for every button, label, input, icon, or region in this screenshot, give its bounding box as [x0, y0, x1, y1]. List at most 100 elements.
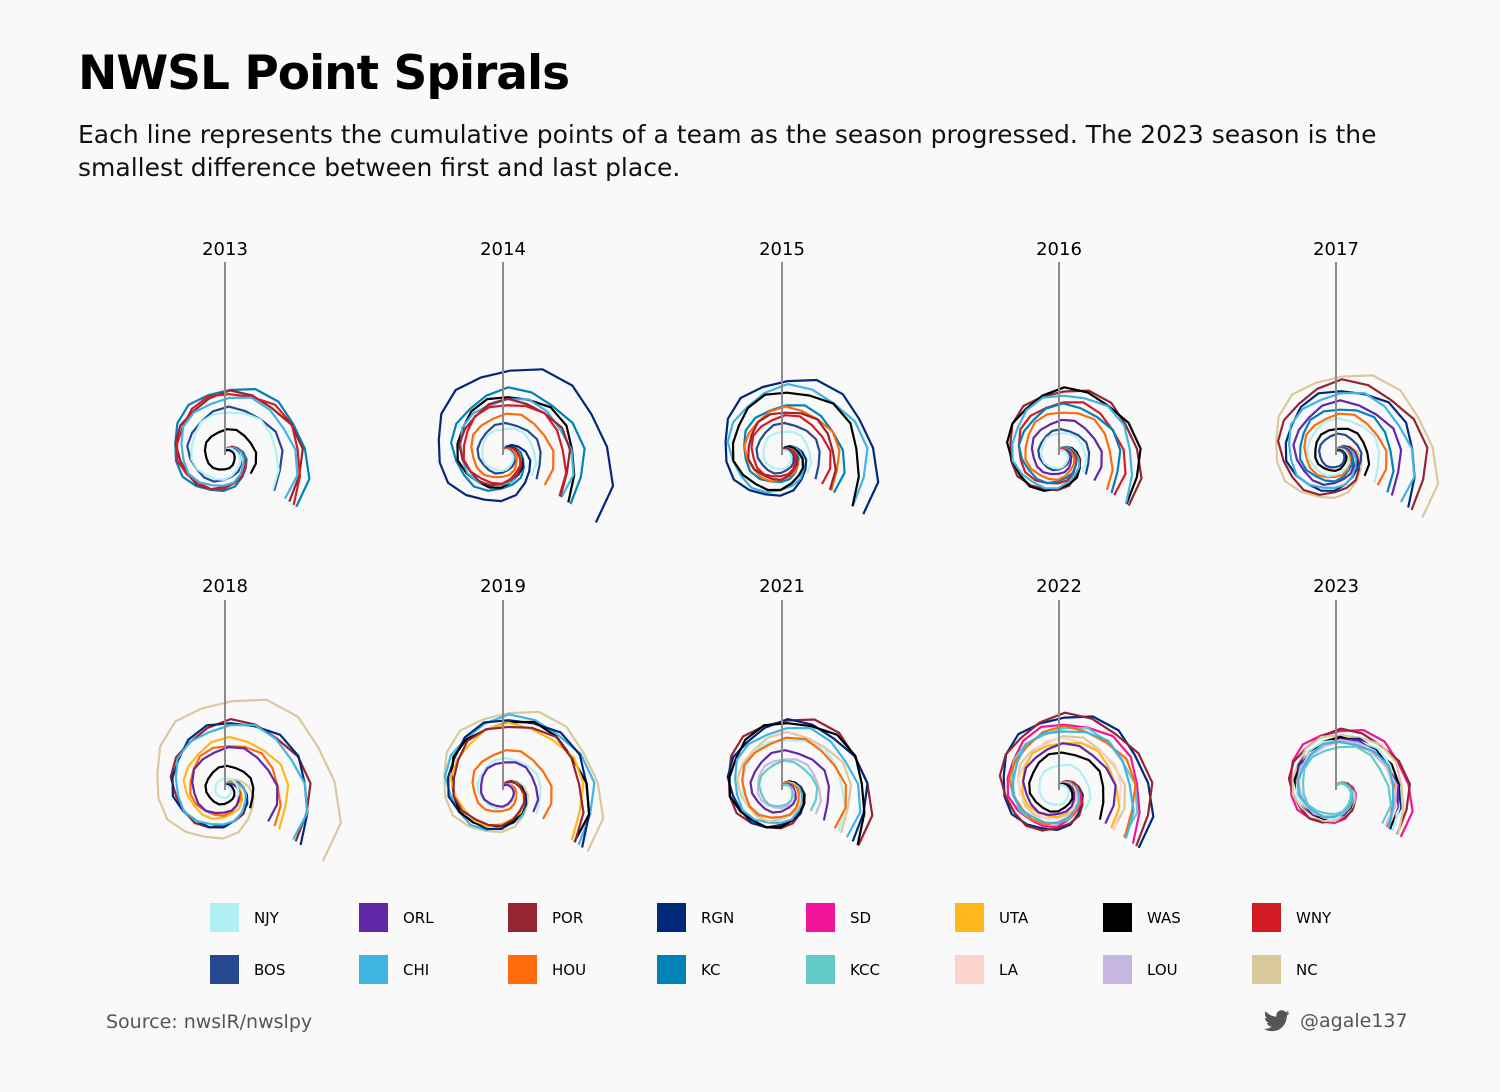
panel-title: 2018: [202, 576, 248, 597]
series-2019-ORL: [480, 761, 540, 813]
series-2019-NC: [443, 710, 605, 852]
panel-2016: 2016: [1006, 239, 1143, 507]
legend-swatch-NJY: [210, 903, 239, 932]
legend-swatch-RGN: [657, 903, 686, 932]
series-2018-UTA: [182, 735, 290, 830]
series-2013-CHI: [180, 396, 299, 500]
series-2021-CHI: [734, 727, 862, 838]
panel-2015: 2015: [724, 239, 880, 515]
legend-label-LA: LA: [999, 961, 1019, 979]
series-2022-POR: [998, 711, 1154, 847]
series-2014-RGN: [437, 368, 615, 523]
series-2021-KCC: [758, 759, 819, 812]
credit: @agale137: [1264, 1010, 1408, 1032]
series-2017-NC: [1275, 374, 1440, 519]
chart-title: NWSL Point Spirals: [78, 46, 570, 101]
series-2013-WAS: [203, 428, 258, 475]
series-2017-HOU: [1303, 412, 1388, 486]
legend-swatch-SD: [806, 903, 835, 932]
legend-swatch-HOU: [508, 955, 537, 984]
legend-swatch-WNY: [1252, 903, 1281, 932]
series-2016-ORL: [1030, 418, 1103, 482]
legend-swatch-KC: [657, 955, 686, 984]
panel-2021: 2021: [726, 576, 874, 846]
legend-label-LOU: LOU: [1147, 961, 1178, 979]
series-2017-WAS: [1314, 427, 1371, 477]
twitter-bird-icon: [1264, 1010, 1290, 1032]
legend-swatch-CHI: [359, 955, 388, 984]
panel-2022: 2022: [998, 576, 1155, 849]
series-2015-NJY: [762, 430, 813, 474]
series-2014-WNY: [462, 404, 568, 497]
panel-2017: 2017: [1275, 239, 1440, 519]
legend-label-POR: POR: [552, 909, 583, 927]
legend-swatch-KCC: [806, 955, 835, 984]
panel-2018: 2018: [156, 576, 342, 862]
legend-swatch-ORL: [359, 903, 388, 932]
legend-swatch-LA: [955, 955, 984, 984]
legend-label-CHI: CHI: [403, 961, 429, 979]
chart-subtitle: Each line represents the cumulative poin…: [78, 120, 1377, 182]
panel-title: 2016: [1036, 239, 1082, 260]
legend-swatch-LOU: [1103, 955, 1132, 984]
series-2015-WAS: [731, 391, 860, 507]
series-2021-ORL: [749, 749, 830, 821]
panel-title: 2021: [759, 576, 805, 597]
panel-2023: 2023: [1287, 576, 1414, 838]
series-2022-NJY: [1038, 763, 1092, 810]
series-2015-BOS: [755, 421, 821, 480]
series-2019-HOU: [471, 749, 553, 820]
series-2015-KC: [743, 404, 846, 494]
series-2022-WAS: [1028, 751, 1105, 820]
series-2013-BOS: [186, 405, 284, 491]
series-2018-NC: [156, 698, 342, 862]
series-2014-NJY: [481, 427, 538, 477]
series-2017-CHI: [1288, 392, 1416, 503]
series-2021-HOU: [741, 736, 847, 829]
panel-title: 2014: [480, 239, 526, 260]
legend-label-ORL: ORL: [403, 909, 434, 927]
series-2016-HOU: [1024, 411, 1114, 491]
legend-label-UTA: UTA: [999, 909, 1029, 927]
series-2015-RGN: [724, 378, 880, 515]
panel-title: 2015: [759, 239, 805, 260]
legend-label-KC: KC: [701, 961, 721, 979]
panel-2019: 2019: [443, 576, 605, 852]
panel-title: 2013: [202, 239, 248, 260]
legend-label-HOU: HOU: [552, 961, 586, 979]
panel-title: 2019: [480, 576, 526, 597]
legend-label-SD: SD: [850, 909, 871, 927]
series-2018-NJY: [214, 777, 240, 800]
credit-handle: @agale137: [1300, 1010, 1408, 1032]
series-2015-WNY: [750, 414, 832, 485]
series-2016-WNY: [1017, 401, 1127, 496]
series-2016-KC: [1017, 402, 1122, 494]
series-2017-POR: [1277, 378, 1429, 511]
series-2013-KC: [174, 388, 311, 508]
legend-label-WAS: WAS: [1147, 909, 1181, 927]
legend-swatch-POR: [508, 903, 537, 932]
panel-title: 2022: [1036, 576, 1082, 597]
legend-swatch-NC: [1252, 955, 1281, 984]
series-2017-NJY: [1305, 417, 1381, 484]
series-2014-KC: [450, 386, 586, 505]
series-2019-POR: [452, 725, 585, 843]
legend-swatch-BOS: [210, 955, 239, 984]
legend-label-WNY: WNY: [1296, 909, 1332, 927]
series-2018-CHI: [174, 724, 309, 841]
source-note: Source: nwslR/nwslpy: [106, 1011, 313, 1033]
legend-label-NC: NC: [1296, 961, 1318, 979]
legend-label-KCC: KCC: [850, 961, 880, 979]
series-2013-NJY: [190, 411, 280, 491]
panel-title: 2017: [1313, 239, 1359, 260]
series-2016-NJY: [1040, 432, 1088, 473]
series-2014-HOU: [470, 412, 555, 486]
panel-2013: 2013: [174, 239, 311, 508]
panel-2014: 2014: [437, 239, 615, 523]
series-2017-ORL: [1292, 399, 1403, 496]
legend-swatch-WAS: [1103, 903, 1132, 932]
panel-title: 2023: [1313, 576, 1359, 597]
legend-label-NJY: NJY: [254, 909, 280, 927]
series-2018-WAS: [204, 764, 255, 809]
